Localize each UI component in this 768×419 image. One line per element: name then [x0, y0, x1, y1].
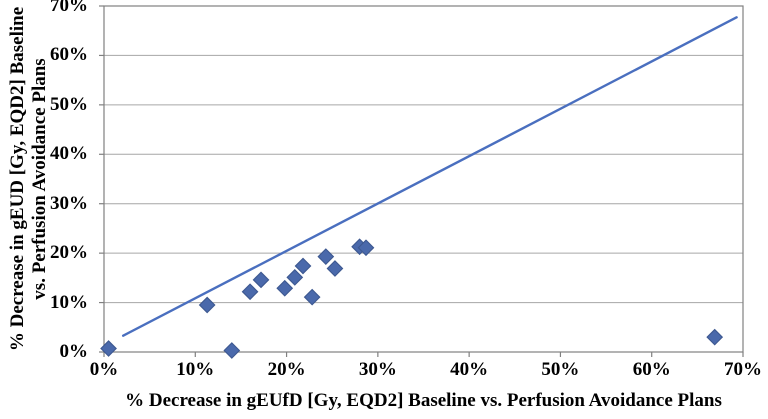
y-axis-tick-label: 70% — [50, 0, 88, 16]
data-point-diamond — [252, 271, 270, 289]
x-axis-title: % Decrease in gEUfD [Gy, EQD2] Baseline … — [125, 390, 722, 411]
x-axis-tick-label: 40% — [450, 359, 489, 380]
x-axis-tick-label: 20% — [267, 359, 306, 380]
data-point-diamond — [326, 260, 344, 277]
x-axis-tick-label: 60% — [632, 359, 671, 380]
data-point-diamond — [198, 296, 216, 314]
y-axis-title-line2: vs. Perfusion Avoidance Plans — [29, 58, 50, 300]
data-point-diamond — [241, 283, 259, 301]
data-point-diamond — [100, 340, 117, 357]
data-point-diamond — [286, 268, 304, 286]
data-point-diamond — [357, 239, 375, 257]
y-axis-title-line1: % Decrease in gEUD [Gy, EQD2] Baseline — [7, 6, 28, 352]
y-axis-tick-label: 10% — [50, 291, 88, 313]
y-axis-tick-label: 0% — [59, 341, 89, 362]
x-axis-tick-label: 10% — [176, 359, 215, 380]
x-axis-tick-label: 70% — [724, 359, 762, 380]
trend-line — [121, 16, 738, 337]
x-axis-tick-label: 30% — [358, 359, 397, 380]
data-point-diamond — [317, 248, 335, 265]
y-axis-tick-label: 40% — [50, 143, 88, 165]
data-point-diamond — [294, 257, 312, 275]
y-axis-tick-label: 60% — [50, 44, 88, 66]
y-axis-title: % Decrease in gEUD [Gy, EQD2] Baseline v… — [7, 0, 51, 379]
data-point-diamond — [303, 288, 321, 306]
x-axis-tick-label: 50% — [541, 359, 580, 380]
x-axis-tick-label: 0% — [89, 359, 119, 380]
data-point-diamond — [706, 328, 724, 346]
data-point-diamond — [276, 279, 294, 297]
plot-frame — [103, 5, 744, 353]
y-axis-tick-label: 30% — [50, 192, 88, 214]
data-point-diamond — [223, 342, 241, 359]
y-axis-tick-label: 20% — [50, 242, 88, 264]
y-axis-tick-label: 50% — [50, 93, 88, 115]
